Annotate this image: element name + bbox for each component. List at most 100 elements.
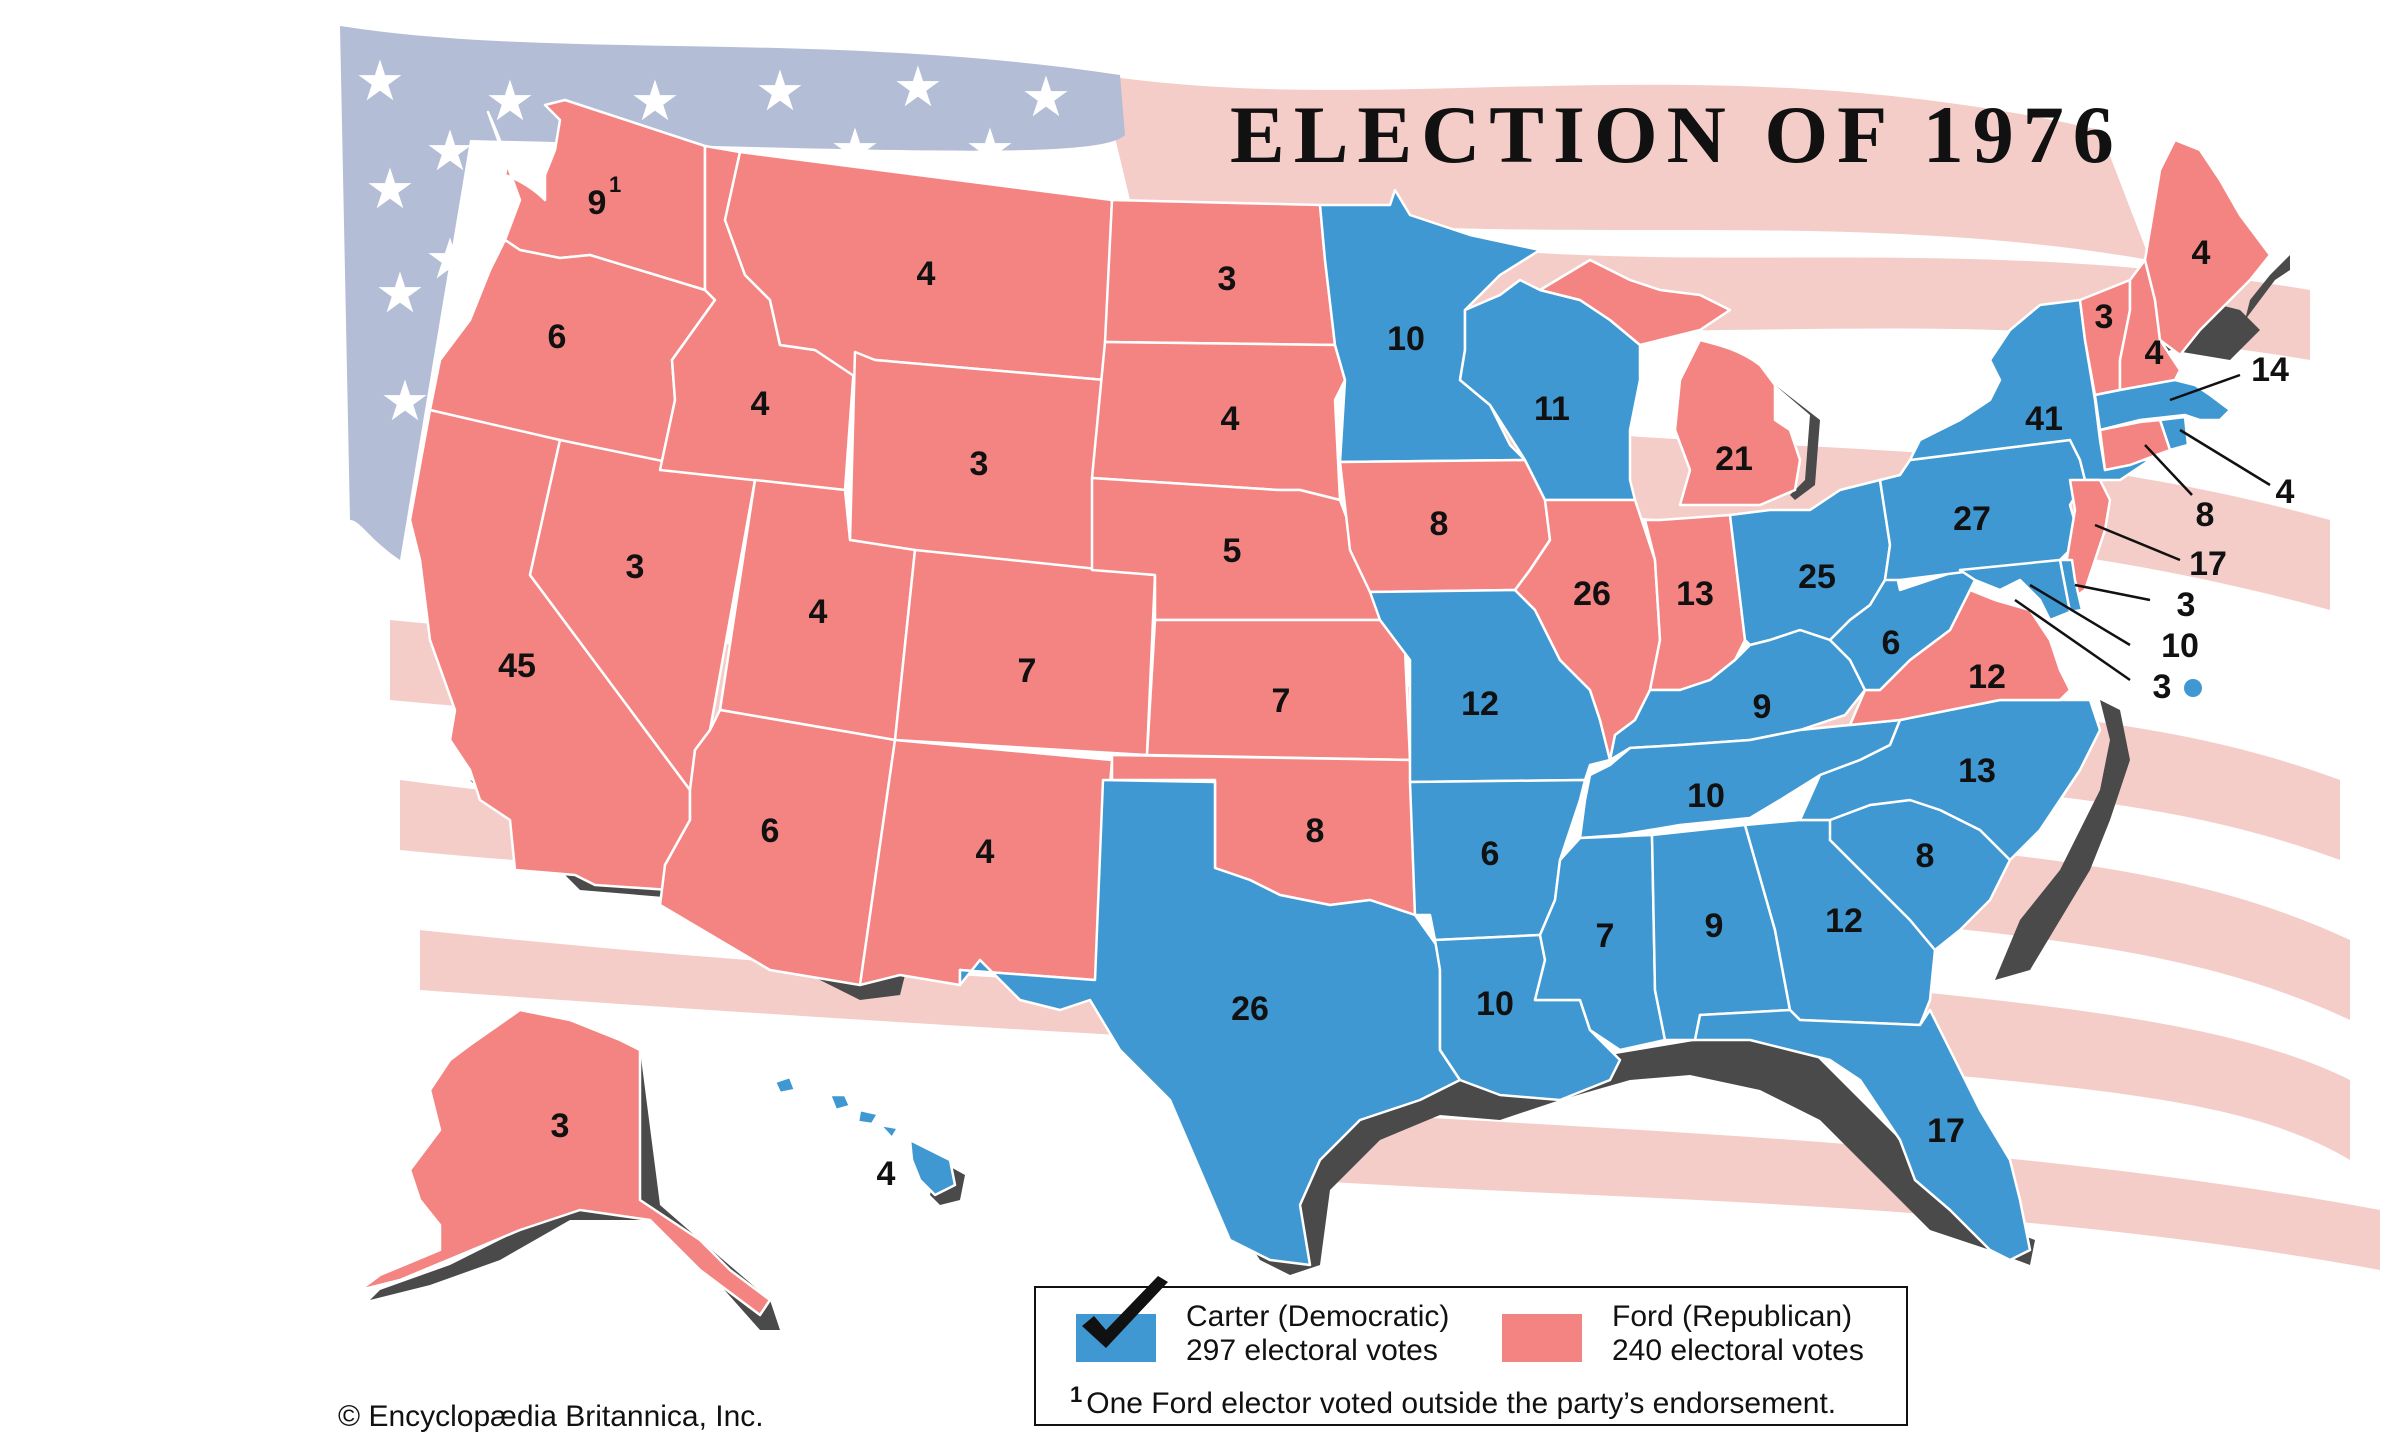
ev-label-wisconsin: 11 (1534, 390, 1570, 428)
state-hawaii[interactable] (773, 1075, 957, 1197)
ev-label-delaware: 3 (2177, 586, 2196, 624)
ev-label-new-jersey: 17 (2189, 545, 2227, 583)
ev-label-montana: 4 (917, 255, 936, 293)
star-icon: ★ (965, 117, 1015, 182)
ev-label-illinois: 26 (1573, 575, 1611, 613)
flag-stripe (1900, 990, 2350, 1160)
ev-label-south-dakota: 4 (1221, 400, 1240, 438)
ev-label-virginia: 12 (1968, 658, 2006, 696)
leader-lines (2014, 373, 2271, 682)
ev-label-massachusetts: 14 (2251, 351, 2289, 389)
state-kansas[interactable] (1145, 618, 1412, 762)
ev-label-connecticut: 8 (2196, 496, 2215, 534)
ev-label-indiana: 13 (1676, 575, 1714, 613)
ev-label-maryland: 10 (2161, 627, 2199, 665)
ev-label-vermont: 3 (2095, 298, 2114, 336)
state-maryland[interactable] (1958, 558, 2072, 622)
legend: Carter (Democratic) 297 electoral votes … (1034, 1276, 1908, 1426)
state-connecticut[interactable] (2098, 418, 2172, 472)
star-icon: ★ (425, 119, 475, 184)
copyright: © Encyclopædia Britannica, Inc. (338, 1400, 764, 1433)
leader-line-delaware (2074, 583, 2151, 602)
star-icon: ★ (365, 157, 415, 222)
ev-label-north-carolina: 13 (1958, 752, 1996, 790)
state-maine[interactable] (2143, 138, 2272, 357)
legend-carter-name: Carter (Democratic) (1186, 1300, 1450, 1333)
footnote: 1 One Ford elector voted outside the part… (1070, 1382, 1836, 1421)
ev-label-utah: 4 (809, 593, 828, 631)
star-icon: ★ (425, 227, 475, 292)
state-florida[interactable] (1693, 1008, 2032, 1262)
ev-label-nevada: 3 (626, 548, 645, 586)
ev-label-texas: 26 (1231, 990, 1269, 1028)
ev-label-colorado: 7 (1018, 652, 1037, 690)
shadow-gulf (1110, 1030, 2035, 1275)
star-icon: ★ (375, 261, 425, 326)
star-icon: ★ (1021, 65, 1071, 130)
leader-line-rhode-island (2179, 428, 2271, 487)
state-south-dakota[interactable] (1090, 340, 1347, 502)
ev-label-dc: 3 (2153, 668, 2172, 706)
ev-label-michigan: 21 (1715, 440, 1753, 478)
ev-superscript-washington: 1 (609, 172, 621, 197)
ev-label-kentucky: 9 (1753, 688, 1772, 726)
shadow-east (1995, 700, 2130, 980)
state-michigan[interactable] (1538, 258, 1802, 507)
legend-carter-votes: 297 electoral votes (1186, 1334, 1438, 1367)
ev-label-arizona: 6 (761, 812, 780, 850)
checkmark-icon (1082, 1276, 1168, 1348)
ev-label-hawaii: 4 (877, 1155, 896, 1193)
ev-label-florida: 17 (1927, 1112, 1965, 1150)
leader-line-dc (2014, 598, 2131, 682)
leader-line-maryland (2029, 583, 2131, 647)
ev-label-iowa: 8 (1430, 505, 1449, 543)
leader-line-massachusetts (2169, 373, 2241, 402)
ev-label-arkansas: 6 (1481, 835, 1500, 873)
ev-label-north-dakota: 3 (1218, 260, 1237, 298)
shadow-michigan (1775, 385, 1820, 500)
legend-swatch-ford (1502, 1314, 1582, 1362)
leader-line-new-jersey (2094, 523, 2181, 562)
flag-stars: ★ ★ ★ ★ ★ ★ ★ ★ ★ ★ ★ ★ ★ (355, 49, 1071, 434)
state-alaska[interactable] (358, 1008, 772, 1317)
ev-label-south-carolina: 8 (1916, 837, 1935, 875)
ev-label-new-york: 41 (2025, 400, 2063, 438)
flag-canton (340, 26, 1125, 560)
ev-label-louisiana: 10 (1476, 985, 1514, 1023)
ev-label-new-hampshire: 4 (2145, 334, 2164, 372)
star-icon: ★ (355, 49, 405, 114)
star-icon: ★ (893, 55, 943, 120)
map-title: ELECTION OF 1976 (1230, 89, 2123, 180)
states (358, 98, 2272, 1317)
state-west-virginia[interactable] (1828, 543, 1977, 692)
state-wisconsin[interactable] (1458, 278, 1642, 502)
ev-label-minnesota: 10 (1387, 320, 1425, 358)
state-texas[interactable] (958, 778, 1462, 1267)
ev-label-missouri: 12 (1461, 685, 1499, 723)
ev-label-new-mexico: 4 (976, 833, 995, 871)
footnote-mark: 1 (1070, 1382, 1083, 1407)
state-new-jersey[interactable] (2063, 478, 2112, 602)
ev-label-alaska: 3 (551, 1107, 570, 1145)
ev-label-oklahoma: 8 (1306, 812, 1325, 850)
ev-label-pennsylvania: 27 (1953, 500, 1991, 538)
ev-label-kansas: 7 (1272, 682, 1291, 720)
ev-label-maine: 4 (2192, 234, 2211, 272)
shadow-alaska (370, 1050, 780, 1330)
ev-label-ohio: 25 (1798, 558, 1836, 596)
flag-stripe (1300, 1110, 2380, 1270)
legend-ford-votes: 240 electoral votes (1612, 1334, 1864, 1367)
ev-label-tennessee: 10 (1687, 777, 1725, 815)
ev-label-oregon: 6 (548, 318, 567, 356)
legend-ford-name: Ford (Republican) (1612, 1300, 1853, 1333)
star-icon: ★ (380, 369, 430, 434)
leader-line-connecticut (2144, 444, 2193, 496)
state-massachusetts[interactable] (2093, 378, 2232, 432)
ev-label-wyoming: 3 (970, 445, 989, 483)
dc-dot (2184, 679, 2202, 697)
ev-label-idaho: 4 (751, 385, 770, 423)
ev-labels: 9 1 6 45 3 4 4 3 4 6 7 4 3 4 5 7 8 26 10… (498, 172, 2294, 1193)
ev-label-washington: 9 (588, 184, 607, 222)
ev-label-california: 45 (498, 647, 536, 685)
